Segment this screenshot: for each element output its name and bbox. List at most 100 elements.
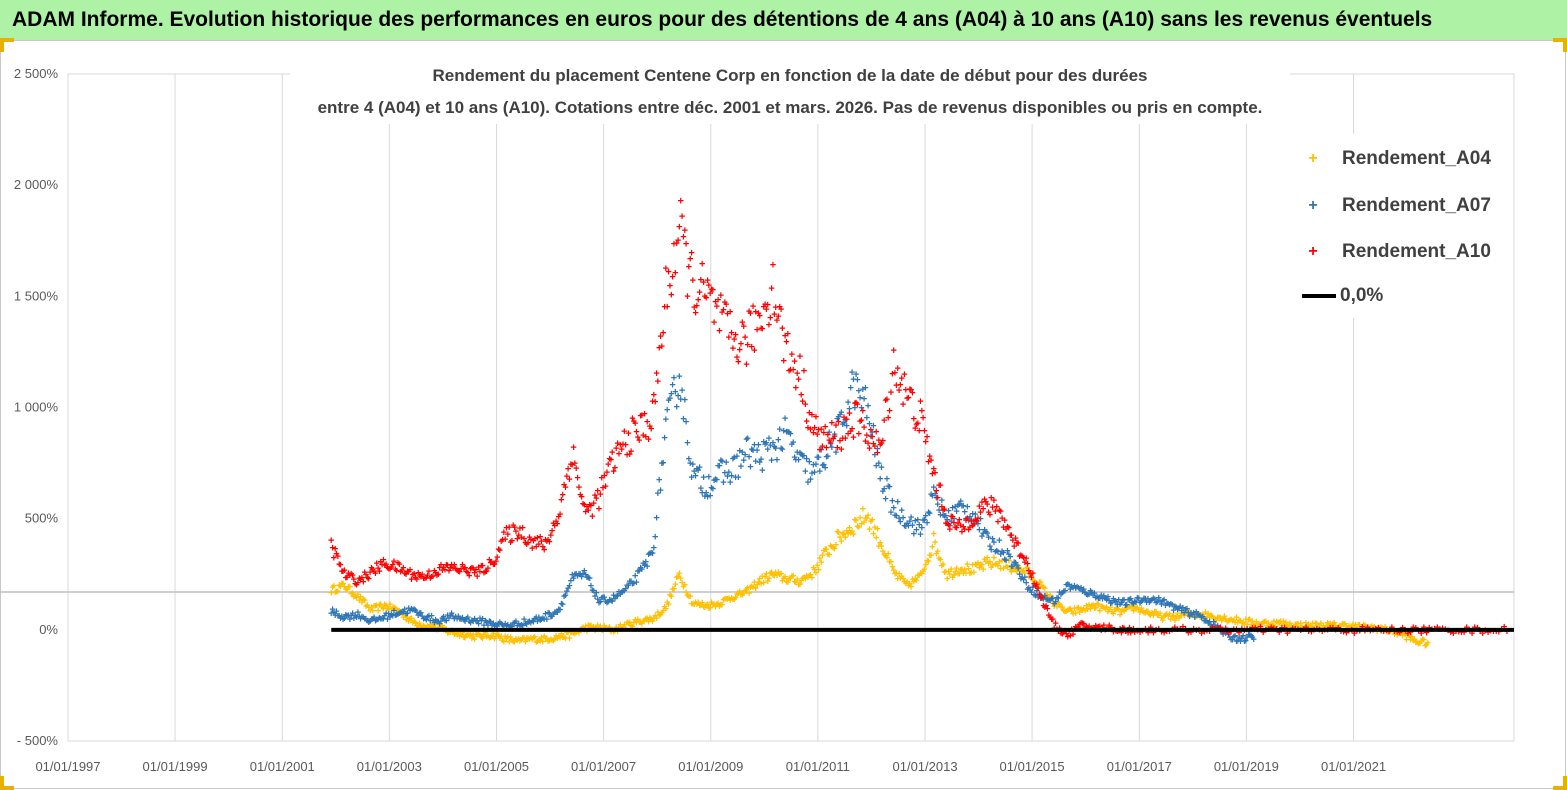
data-point: + xyxy=(707,490,713,502)
data-point: + xyxy=(944,515,950,527)
data-point: + xyxy=(1160,596,1166,608)
data-point: + xyxy=(933,486,939,498)
data-point: + xyxy=(1079,605,1085,617)
data-point: + xyxy=(811,467,817,479)
data-point: + xyxy=(427,620,433,632)
data-point: + xyxy=(1004,545,1010,557)
data-point: + xyxy=(865,400,871,412)
data-point: + xyxy=(921,564,927,576)
data-point: + xyxy=(1047,612,1053,624)
data-point: + xyxy=(1212,620,1218,632)
data-point: + xyxy=(952,566,958,578)
data-point: + xyxy=(753,307,759,319)
data-point: + xyxy=(825,429,831,441)
data-point: + xyxy=(1146,597,1152,609)
data-point: + xyxy=(653,613,659,625)
data-point: + xyxy=(345,582,351,594)
data-point: + xyxy=(1093,593,1099,605)
data-point: + xyxy=(379,614,385,626)
y-tick-label: 500% xyxy=(25,511,59,526)
data-point: + xyxy=(457,567,463,579)
data-point: + xyxy=(582,569,588,581)
data-point: + xyxy=(340,614,346,626)
data-point: + xyxy=(644,561,650,573)
data-point: + xyxy=(679,211,685,223)
data-point: + xyxy=(375,614,381,626)
data-point: + xyxy=(560,632,566,644)
data-point: + xyxy=(1177,610,1183,622)
data-point: + xyxy=(1297,618,1303,630)
data-point: + xyxy=(749,581,755,593)
data-point: + xyxy=(1043,594,1049,606)
data-point: + xyxy=(834,443,840,455)
data-point: + xyxy=(348,588,354,600)
data-point: + xyxy=(782,572,788,584)
data-point: + xyxy=(1228,614,1234,626)
data-point: + xyxy=(1122,626,1128,638)
data-point: + xyxy=(698,275,704,287)
data-point: + xyxy=(624,580,630,592)
data-point: + xyxy=(604,598,610,610)
data-point: + xyxy=(1174,608,1180,620)
data-point: + xyxy=(475,629,481,641)
data-point: + xyxy=(344,610,350,622)
data-point: + xyxy=(502,534,508,546)
data-point: + xyxy=(469,562,475,574)
data-point: + xyxy=(976,524,982,536)
data-point: + xyxy=(1151,594,1157,606)
data-point: + xyxy=(961,564,967,576)
data-point: + xyxy=(340,566,346,578)
data-point: + xyxy=(1006,523,1012,535)
data-point: + xyxy=(487,632,493,644)
data-point: + xyxy=(844,420,850,432)
data-point: + xyxy=(805,477,811,489)
data-point: + xyxy=(719,600,725,612)
data-point: + xyxy=(897,517,903,529)
data-point: + xyxy=(882,395,888,407)
data-point: + xyxy=(1114,604,1120,616)
data-point: + xyxy=(1006,549,1012,561)
data-point: + xyxy=(930,528,936,540)
data-point: + xyxy=(973,560,979,572)
data-point: + xyxy=(825,451,831,463)
data-point: + xyxy=(860,384,866,396)
data-point: + xyxy=(929,468,935,480)
data-point: + xyxy=(1227,632,1233,644)
data-point: + xyxy=(352,610,358,622)
data-point: + xyxy=(1336,621,1342,633)
data-point: + xyxy=(1099,601,1105,613)
data-point: + xyxy=(353,612,359,624)
x-tick-label: 01/01/2001 xyxy=(250,759,315,774)
data-point: + xyxy=(759,465,765,477)
data-point: + xyxy=(921,426,927,438)
data-point: + xyxy=(383,608,389,620)
data-point: + xyxy=(435,617,441,629)
data-point: + xyxy=(519,522,525,534)
data-point: + xyxy=(499,534,505,546)
data-point: + xyxy=(1085,604,1091,616)
data-point: + xyxy=(728,593,734,605)
data-point: + xyxy=(497,633,503,645)
data-point: + xyxy=(439,621,445,633)
data-point: + xyxy=(1248,630,1254,642)
data-point: + xyxy=(407,565,413,577)
data-point: + xyxy=(517,523,523,535)
data-point: + xyxy=(645,549,651,561)
data-point: + xyxy=(521,534,527,546)
data-point: + xyxy=(629,413,635,425)
data-point: + xyxy=(336,559,342,571)
data-point: + xyxy=(731,452,737,464)
data-point: + xyxy=(1022,557,1028,569)
data-point: + xyxy=(818,424,824,436)
data-point: + xyxy=(621,426,627,438)
data-point: + xyxy=(1156,593,1162,605)
chart-title-line2: entre 4 (A04) et 10 ans (A10). Cotations… xyxy=(317,98,1263,117)
data-point: + xyxy=(913,419,919,431)
data-point: + xyxy=(601,470,607,482)
data-point: + xyxy=(1229,634,1235,646)
data-point: + xyxy=(1178,610,1184,622)
data-point: + xyxy=(1129,597,1135,609)
data-point: + xyxy=(1250,634,1256,646)
data-point: + xyxy=(1272,621,1278,633)
data-point: + xyxy=(817,466,823,478)
